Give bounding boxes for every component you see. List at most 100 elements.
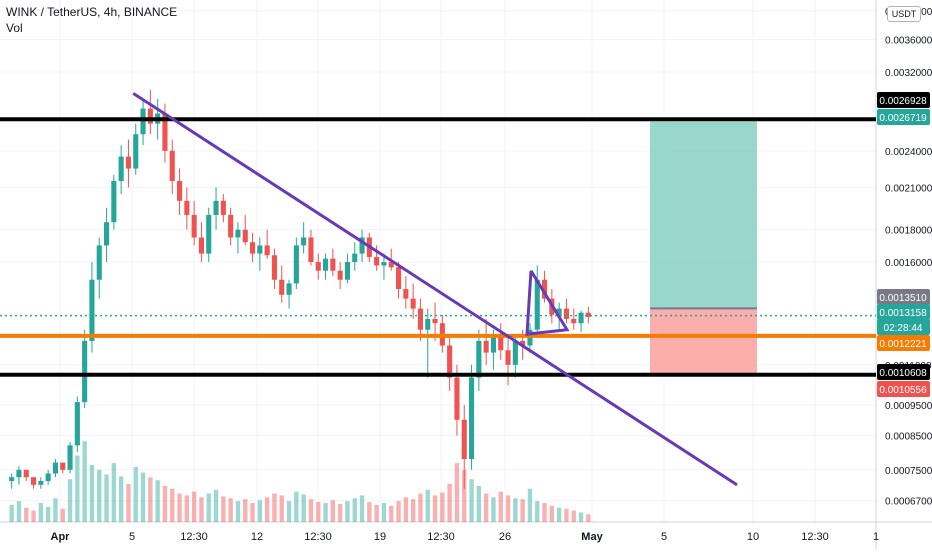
volume-bar-39 [294, 491, 299, 522]
volume-bar-4 [38, 503, 44, 522]
candle-body-18 [140, 108, 146, 135]
candle-body-36 [271, 255, 278, 280]
volume-bar-58 [432, 495, 438, 522]
candle-body-37 [279, 279, 285, 295]
volume-bar-74 [549, 505, 555, 522]
candle-body-23 [176, 181, 183, 201]
candle-body-48 [359, 237, 365, 254]
candle-body-7 [60, 462, 66, 470]
volume-bar-69 [513, 498, 518, 522]
candle-body-2 [23, 469, 29, 478]
volume-bar-19 [148, 477, 153, 522]
volume-bar-36 [272, 493, 277, 522]
candle-body-58 [432, 318, 438, 324]
volume-bar-26 [199, 497, 204, 522]
volume-bar-22 [170, 488, 175, 522]
x-tick-label-9: 5 [661, 531, 667, 543]
target-zone [650, 121, 757, 309]
candle-body-62 [461, 419, 467, 460]
candle-body-33 [249, 242, 256, 254]
volume-bar-5 [45, 506, 51, 522]
volume-bar-57 [425, 489, 430, 522]
candle-body-35 [264, 245, 270, 256]
candle-body-13 [103, 222, 110, 246]
volume-bar-21 [162, 485, 168, 522]
candle-body-52 [388, 262, 394, 268]
candle-body-73 [541, 279, 548, 299]
volume-bar-11 [89, 465, 95, 522]
volume-bar-0 [9, 504, 14, 522]
candle-body-42 [315, 262, 321, 271]
candle-body-28 [213, 200, 219, 215]
volume-bar-70 [520, 499, 525, 522]
trendline [132, 92, 738, 487]
volume-bar-52 [389, 505, 394, 522]
y-tick-label-6: 0.0018000 [885, 226, 932, 237]
y-tick-label-8: 0.0024000 [885, 147, 932, 158]
price-label-box-1 [877, 109, 930, 125]
volume-bar-41 [308, 499, 314, 522]
volume-label: Vol [6, 21, 23, 35]
volume-bar-63 [469, 479, 474, 522]
volume-bar-34 [257, 500, 263, 522]
candle-body-76 [563, 308, 570, 319]
candle-body-69 [512, 340, 518, 365]
x-tick-label-3: 12 [251, 531, 263, 543]
volume-bar-27 [206, 493, 211, 522]
volume-bar-32 [243, 499, 248, 522]
candle-body-11 [89, 279, 95, 341]
price-label-7: 0.0010556 [879, 385, 927, 396]
volume-bar-60 [447, 484, 452, 522]
volume-bar-2 [24, 507, 29, 522]
price-label-5: 0.0012221 [879, 339, 927, 350]
x-tick-label-7: 26 [499, 531, 511, 543]
volume-bar-38 [286, 501, 292, 522]
price-label-2: 0.0013510 [879, 293, 927, 304]
candle-body-22 [169, 150, 175, 182]
volume-bar-77 [571, 510, 576, 522]
x-tick-label-2: 12:30 [180, 531, 208, 543]
candle-body-54 [403, 289, 409, 299]
volume-bar-55 [410, 499, 416, 522]
price-label-box-2 [877, 289, 930, 305]
axis-unit-label[interactable]: USDT [887, 6, 921, 22]
x-tick-label-5: 19 [374, 531, 386, 543]
volume-bar-49 [367, 502, 372, 522]
volume-bar-72 [535, 501, 540, 522]
candle-body-44 [330, 258, 336, 271]
volume-bar-45 [337, 503, 343, 522]
volume-bar-9 [75, 455, 80, 522]
candle-body-38 [286, 283, 292, 295]
candle-body-41 [308, 237, 314, 263]
candle-body-45 [337, 270, 343, 280]
volume-bar-51 [381, 503, 387, 522]
volume-bar-46 [345, 501, 350, 522]
x-tick-label-6: 12:30 [427, 531, 455, 543]
volume-bar-42 [316, 502, 321, 522]
candle-body-77 [571, 318, 577, 324]
volume-bar-35 [264, 497, 270, 522]
volume-bar-24 [184, 495, 190, 522]
candle-body-32 [242, 229, 248, 243]
y-tick-label-5: 0.0016000 [885, 258, 932, 269]
volume-bar-71 [527, 488, 533, 522]
candle-body-17 [133, 134, 139, 169]
candle-body-12 [96, 245, 102, 280]
volume-bar-12 [97, 469, 102, 522]
symbol-title: WINK / TetherUS, 4h, BINANCE [6, 5, 178, 19]
stop-zone [650, 308, 757, 377]
candle-body-6 [52, 462, 59, 474]
candle-body-5 [45, 473, 51, 481]
volume-bar-54 [403, 497, 409, 522]
candle-body-19 [147, 108, 153, 124]
price-label-box-5 [877, 335, 930, 351]
price-label-box-7 [877, 381, 930, 397]
y-tick-label-2: 0.0008500 [885, 431, 932, 442]
volume-bar-40 [301, 494, 306, 522]
volume-bar-44 [330, 500, 336, 522]
candle-body-67 [498, 336, 504, 351]
volume-bar-1 [16, 501, 22, 522]
volume-bar-48 [359, 495, 365, 522]
